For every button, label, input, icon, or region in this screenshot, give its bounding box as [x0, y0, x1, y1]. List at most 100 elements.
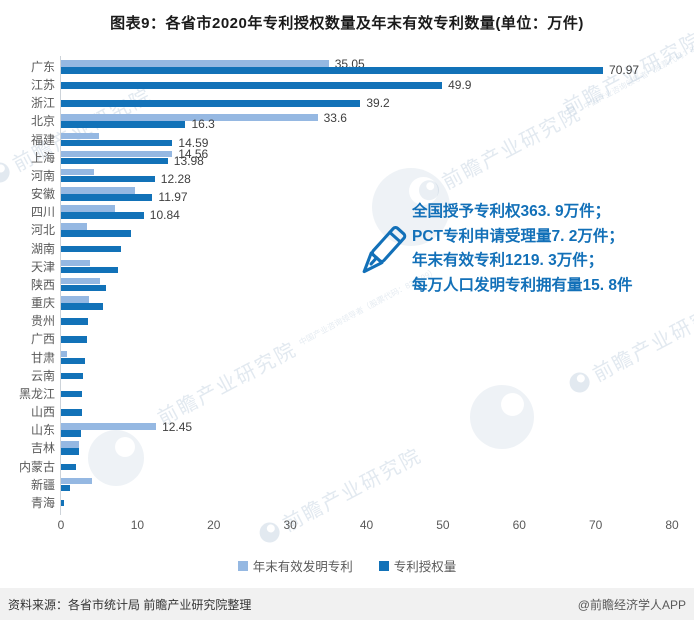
bar-value-label: 14.59 — [178, 135, 209, 150]
annotation-line: PCT专利申请受理量7. 2万件； — [412, 227, 624, 245]
bar-granted-patents-4 — [61, 139, 173, 147]
x-axis-tick-50: 50 — [436, 518, 450, 532]
bar-value-label: 16.3 — [191, 117, 215, 132]
bar-granted-patents-18 — [61, 390, 83, 398]
legend-label: 专利授权量 — [393, 560, 457, 574]
bar-valid-patents-9 — [61, 223, 87, 230]
y-axis-label-4: 福建 — [30, 132, 55, 147]
bar-valid-patents-13 — [61, 296, 90, 303]
bar-granted-patents-24 — [61, 499, 65, 507]
y-axis-label-7: 安徽 — [30, 187, 55, 202]
x-axis-tick-70: 70 — [588, 518, 603, 532]
y-axis-label-24: 青海 — [30, 495, 55, 510]
annotation-line: 全国授予专利权363. 9万件； — [412, 203, 611, 220]
annotation-line: 每万人口发明专利拥有量15. 8件 — [412, 276, 633, 294]
y-axis-label-9: 河北 — [30, 223, 55, 238]
bar-value-label: 70.97 — [609, 63, 640, 77]
y-axis-label-1: 江苏 — [30, 78, 55, 93]
bar-value-label: 11.97 — [158, 190, 188, 205]
pen-icon — [352, 218, 408, 290]
bar-granted-patents-16 — [61, 357, 85, 365]
footer: 资料来源：各省市统计局 前瞻产业研究院整理 @前瞻经济学人APP — [0, 588, 694, 620]
y-axis-label-11: 天津 — [30, 259, 55, 274]
bar-value-label: 33.6 — [323, 110, 347, 125]
y-axis-label-3: 北京 — [30, 114, 55, 129]
y-axis-label-0: 广东 — [30, 60, 55, 74]
bar-granted-patents-21 — [61, 448, 80, 455]
legend-item-granted-patents: 专利授权量 — [378, 556, 457, 575]
y-axis-label-2: 浙江 — [30, 96, 55, 111]
source-text: 资料来源：各省市统计局 前瞻产业研究院整理 — [8, 597, 252, 612]
bar-valid-patents-7 — [61, 187, 136, 194]
y-axis-label-22: 内蒙古 — [18, 459, 55, 474]
bar-value-label: 49.9 — [448, 78, 472, 93]
bar-granted-patents-22 — [61, 463, 77, 471]
bar-valid-patents-0 — [61, 60, 329, 67]
legend-swatch-light-icon — [237, 560, 248, 571]
bar-granted-patents-0 — [61, 67, 604, 74]
x-axis-tick-10: 10 — [130, 518, 145, 532]
bar-value-label: 14.56 — [178, 147, 209, 162]
y-axis-label-17: 云南 — [30, 368, 55, 383]
bar-valid-patents-16 — [61, 350, 68, 358]
y-axis-label-14: 贵州 — [30, 314, 55, 329]
y-axis-label-10: 湖南 — [30, 241, 55, 256]
bar-granted-patents-9 — [61, 230, 132, 237]
bar-granted-patents-17 — [61, 372, 84, 380]
y-axis-label-23: 新疆 — [30, 477, 55, 492]
y-axis-label-8: 四川 — [30, 205, 55, 220]
bar-granted-patents-1 — [61, 82, 443, 89]
bar-valid-patents-4 — [61, 132, 100, 140]
bar-granted-patents-13 — [61, 303, 103, 310]
bar-value-label: 12.45 — [162, 419, 193, 434]
y-axis-label-15: 广西 — [30, 332, 55, 347]
credit-text: @前瞻经济学人APP — [577, 597, 686, 612]
bar-granted-patents-7 — [61, 194, 153, 201]
bar-value-label: 10.84 — [149, 208, 180, 223]
bar-valid-patents-23 — [61, 477, 93, 485]
bar-value-label: 39.2 — [366, 96, 390, 111]
bar-granted-patents-3 — [61, 121, 186, 128]
y-axis-label-16: 甘肃 — [30, 350, 55, 365]
bar-granted-patents-19 — [61, 409, 82, 416]
y-axis-label-18: 黑龙江 — [18, 386, 55, 401]
bar-granted-patents-14 — [61, 318, 88, 325]
annotation-line: 年末有效专利1219. 3万件； — [412, 252, 604, 269]
bar-valid-patents-3 — [61, 114, 318, 121]
bar-granted-patents-5 — [61, 157, 168, 165]
y-axis-label-21: 吉林 — [30, 441, 55, 456]
bar-granted-patents-23 — [61, 484, 71, 492]
chart-title: 图表9：各省市2020年专利授权数量及年末有效专利数量(单位：万件) — [110, 15, 584, 32]
bar-granted-patents-8 — [61, 212, 144, 219]
legend-label: 年末有效发明专利 — [252, 560, 353, 574]
legend: 年末有效发明专利 专利授权量 — [0, 556, 694, 575]
x-axis-tick-30: 30 — [283, 518, 297, 532]
bar-granted-patents-6 — [61, 175, 155, 183]
y-axis-line — [60, 56, 61, 515]
bar-valid-patents-11 — [61, 259, 91, 267]
y-axis-label-6: 河南 — [30, 168, 55, 183]
bar-valid-patents-6 — [61, 168, 94, 176]
y-axis-label-12: 陕西 — [30, 277, 55, 292]
bar-granted-patents-15 — [61, 336, 87, 343]
bar-granted-patents-20 — [61, 430, 81, 437]
bar-valid-patents-8 — [61, 205, 116, 212]
y-axis-label-20: 山东 — [30, 423, 55, 438]
bar-valid-patents-20 — [61, 423, 157, 430]
bar-granted-patents-2 — [61, 100, 361, 107]
bar-value-label: 12.28 — [160, 171, 191, 186]
legend-item-valid-patents: 年末有效发明专利 — [237, 556, 353, 575]
bar-valid-patents-5 — [61, 150, 173, 158]
bar-valid-patents-21 — [61, 441, 79, 448]
legend-swatch-dark-icon — [378, 560, 389, 571]
x-axis-tick-20: 20 — [207, 518, 221, 532]
bar-value-label: 13.98 — [173, 153, 204, 168]
bar-granted-patents-11 — [61, 266, 119, 274]
y-axis-label-19: 山西 — [30, 405, 55, 420]
x-axis-tick-80: 80 — [665, 518, 679, 532]
y-axis-label-5: 上海 — [30, 150, 55, 165]
bar-valid-patents-12 — [61, 277, 100, 285]
x-axis-tick-60: 60 — [512, 518, 526, 532]
